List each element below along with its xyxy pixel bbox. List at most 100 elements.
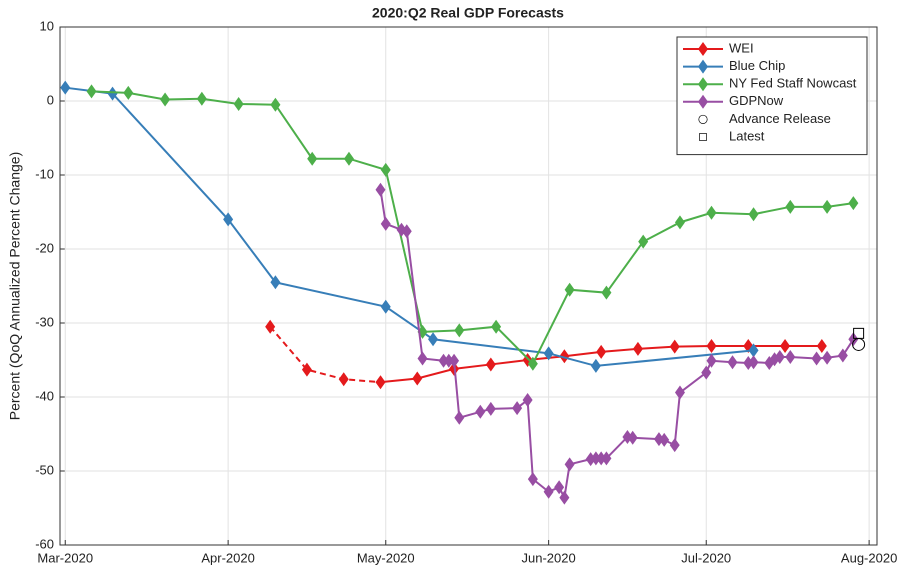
marker bbox=[380, 216, 391, 231]
series-line bbox=[91, 90, 854, 366]
y-tick-label: -40 bbox=[35, 388, 54, 403]
marker bbox=[748, 355, 759, 370]
marker bbox=[706, 205, 717, 220]
legend-label: WEI bbox=[729, 40, 754, 55]
y-tick-label: 0 bbox=[47, 92, 54, 107]
marker bbox=[669, 438, 680, 453]
legend-label: Blue Chip bbox=[729, 58, 785, 73]
marker bbox=[196, 91, 207, 106]
marker bbox=[527, 356, 538, 371]
marker bbox=[559, 490, 570, 505]
chart-title: 2020:Q2 Real GDP Forecasts bbox=[372, 5, 564, 21]
y-tick-label: -60 bbox=[35, 536, 54, 551]
marker bbox=[674, 215, 685, 230]
marker bbox=[485, 401, 496, 416]
marker bbox=[428, 332, 439, 347]
legend-box bbox=[676, 36, 868, 156]
marker bbox=[301, 362, 312, 377]
marker bbox=[375, 375, 386, 390]
y-tick-label: -20 bbox=[35, 240, 54, 255]
marker bbox=[454, 410, 465, 425]
marker bbox=[86, 84, 97, 99]
marker bbox=[780, 338, 791, 353]
x-tick-label: Mar-2020 bbox=[37, 550, 93, 565]
marker bbox=[811, 351, 822, 366]
marker bbox=[748, 343, 759, 358]
legend-label: Advance Release bbox=[729, 111, 831, 126]
marker bbox=[160, 92, 171, 107]
marker bbox=[659, 432, 670, 447]
marker bbox=[674, 385, 685, 400]
legend-label: GDPNow bbox=[729, 93, 784, 108]
marker bbox=[338, 372, 349, 387]
legend-marker bbox=[698, 77, 708, 92]
marker bbox=[543, 346, 554, 361]
marker bbox=[701, 365, 712, 380]
marker bbox=[449, 353, 460, 368]
marker bbox=[837, 348, 848, 363]
marker bbox=[706, 353, 717, 368]
x-tick-label: May-2020 bbox=[357, 550, 415, 565]
marker bbox=[265, 319, 276, 334]
marker bbox=[554, 480, 565, 495]
marker bbox=[627, 430, 638, 445]
marker bbox=[491, 319, 502, 334]
marker bbox=[564, 457, 575, 472]
marker bbox=[107, 86, 118, 101]
marker bbox=[307, 151, 318, 166]
legend-marker bbox=[698, 114, 708, 124]
marker bbox=[596, 344, 607, 359]
marker bbox=[816, 338, 827, 353]
marker bbox=[601, 285, 612, 300]
marker bbox=[443, 353, 454, 368]
marker bbox=[412, 371, 423, 386]
marker bbox=[638, 234, 649, 249]
marker bbox=[669, 339, 680, 354]
marker bbox=[559, 349, 570, 364]
marker bbox=[601, 451, 612, 466]
marker bbox=[375, 182, 386, 197]
marker bbox=[590, 358, 601, 373]
marker bbox=[270, 97, 281, 112]
marker bbox=[822, 350, 833, 365]
legend-marker bbox=[698, 94, 708, 109]
legend-marker bbox=[698, 59, 708, 74]
marker bbox=[785, 350, 796, 365]
marker bbox=[123, 85, 134, 100]
marker bbox=[848, 332, 859, 347]
y-axis-label: Percent (QoQ Annualized Percent Change) bbox=[7, 152, 23, 421]
y-tick-label: 10 bbox=[40, 18, 54, 33]
marker bbox=[512, 401, 523, 416]
marker bbox=[417, 351, 428, 366]
axes-box bbox=[59, 26, 878, 546]
marker bbox=[380, 299, 391, 314]
marker bbox=[270, 275, 281, 290]
x-tick-label: Aug-2020 bbox=[841, 550, 897, 565]
marker bbox=[748, 207, 759, 222]
marker bbox=[223, 212, 234, 227]
marker bbox=[543, 484, 554, 499]
marker bbox=[785, 199, 796, 214]
marker bbox=[706, 338, 717, 353]
marker bbox=[632, 341, 643, 356]
legend-label: NY Fed Staff Nowcast bbox=[729, 76, 857, 91]
marker bbox=[522, 392, 533, 407]
marker bbox=[727, 355, 738, 370]
marker bbox=[343, 151, 354, 166]
marker bbox=[774, 350, 785, 365]
x-tick-label: Apr-2020 bbox=[201, 550, 254, 565]
series-line bbox=[269, 326, 822, 384]
x-tick-label: Jun-2020 bbox=[522, 550, 576, 565]
marker bbox=[454, 323, 465, 338]
marker bbox=[60, 80, 71, 95]
marker bbox=[564, 282, 575, 297]
marker bbox=[475, 404, 486, 419]
marker bbox=[527, 472, 538, 487]
marker bbox=[233, 96, 244, 111]
marker bbox=[848, 196, 859, 211]
legend-label: Latest bbox=[729, 128, 765, 143]
x-tick-label: Jul-2020 bbox=[681, 550, 731, 565]
legend-marker bbox=[698, 42, 708, 56]
y-tick-label: -30 bbox=[35, 314, 54, 329]
